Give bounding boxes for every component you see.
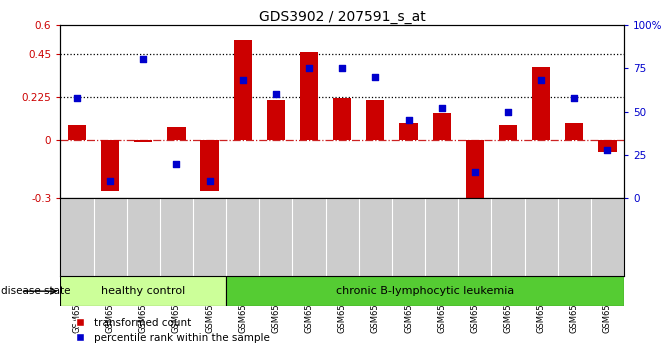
Bar bbox=[366, 100, 384, 141]
Bar bbox=[599, 141, 617, 152]
Bar bbox=[565, 123, 583, 141]
Point bbox=[304, 65, 315, 71]
Point bbox=[204, 178, 215, 184]
Point bbox=[105, 178, 115, 184]
Legend: transformed count, percentile rank within the sample: transformed count, percentile rank withi… bbox=[66, 314, 274, 347]
Bar bbox=[101, 141, 119, 190]
Bar bbox=[499, 125, 517, 141]
Bar bbox=[134, 141, 152, 142]
Bar bbox=[60, 276, 226, 306]
Bar bbox=[466, 141, 484, 208]
Bar bbox=[234, 40, 252, 141]
Point bbox=[270, 91, 281, 97]
Bar bbox=[226, 276, 624, 306]
Bar bbox=[68, 125, 86, 141]
Text: disease state: disease state bbox=[1, 286, 70, 296]
Point bbox=[569, 95, 580, 101]
Bar bbox=[532, 67, 550, 141]
Point bbox=[436, 105, 447, 111]
Bar bbox=[167, 127, 186, 141]
Point bbox=[337, 65, 348, 71]
Point bbox=[72, 95, 83, 101]
Point bbox=[470, 170, 480, 175]
Bar bbox=[399, 123, 417, 141]
Bar bbox=[333, 98, 352, 141]
Point bbox=[535, 78, 546, 83]
Title: GDS3902 / 207591_s_at: GDS3902 / 207591_s_at bbox=[259, 10, 425, 24]
Point bbox=[403, 118, 414, 123]
Point bbox=[138, 57, 149, 62]
Bar bbox=[267, 100, 285, 141]
Point bbox=[602, 147, 613, 153]
Point bbox=[370, 74, 380, 80]
Text: chronic B-lymphocytic leukemia: chronic B-lymphocytic leukemia bbox=[336, 286, 514, 296]
Bar bbox=[433, 113, 451, 141]
Point bbox=[503, 109, 513, 114]
Point bbox=[171, 161, 182, 166]
Point bbox=[238, 78, 248, 83]
Bar bbox=[300, 52, 318, 141]
Bar bbox=[201, 141, 219, 190]
Text: healthy control: healthy control bbox=[101, 286, 185, 296]
